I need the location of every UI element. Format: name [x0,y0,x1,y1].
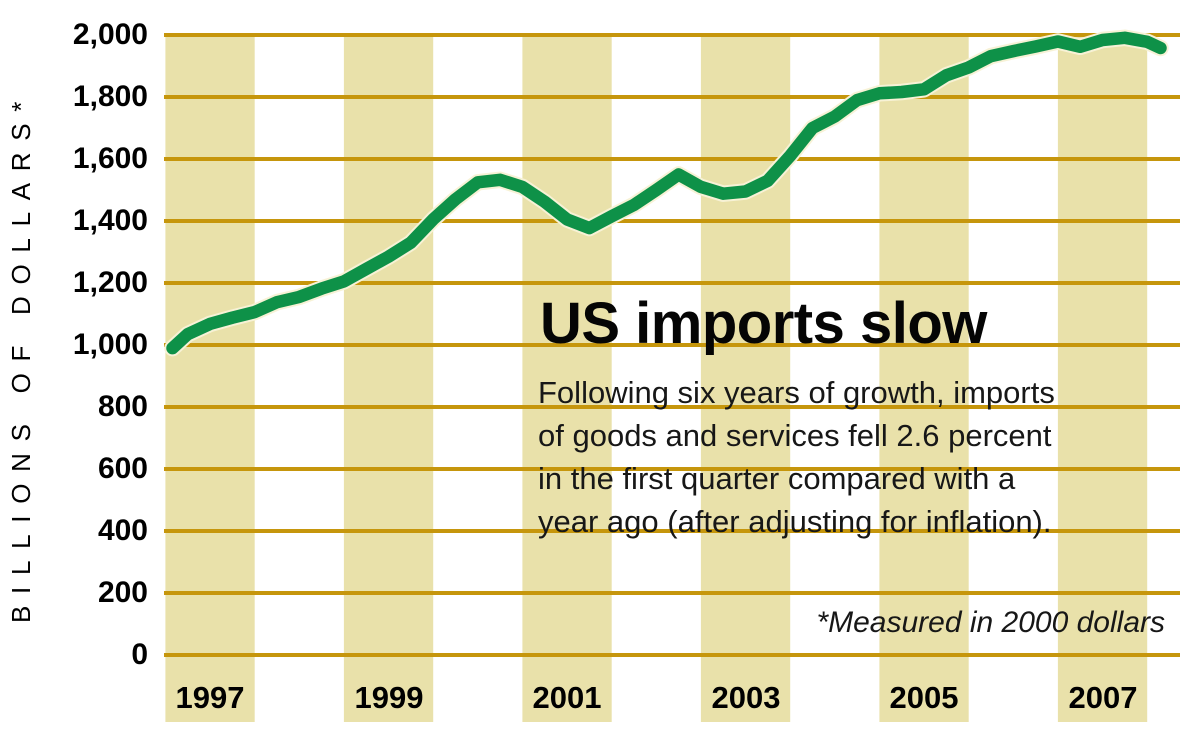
y-tick-label: 1,000 [72,328,148,361]
y-tick-label: 200 [97,576,148,609]
y-tick-label: 400 [97,514,148,547]
x-tick-label: 2003 [711,680,781,715]
year-band [522,35,612,722]
y-tick-label: 1,800 [72,80,148,113]
x-tick-label: 1999 [354,680,424,715]
description-line: Following six years of growth, imports [538,375,1055,410]
year-band [700,35,791,722]
year-band [879,35,969,722]
x-tick-label: 2001 [532,680,602,715]
description-line: in the first quarter compared with a [538,461,1016,496]
x-tick-label: 2005 [889,680,959,715]
y-tick-label: 800 [97,390,148,423]
y-tick-label: 0 [131,638,148,671]
chart-title: US imports slow [540,291,987,356]
y-tick-label: 1,600 [72,142,148,175]
chart-footnote: *Measured in 2000 dollars [816,606,1165,639]
year-band [1057,35,1148,722]
x-tick-label: 1997 [175,680,245,715]
year-band [165,35,255,722]
chart-description: Following six years of growth, imports o… [538,371,1055,543]
y-tick-label: 1,400 [72,204,148,237]
y-tick-label: 2,000 [72,18,148,51]
description-line: of goods and services fell 2.6 percent [538,418,1052,453]
y-tick-label: 600 [97,452,148,485]
imports-line [166,31,1167,355]
x-tick-label: 2007 [1068,680,1138,715]
year-band [343,35,434,722]
y-tick-label: 1,200 [72,266,148,299]
description-line: year ago (after adjusting for inflation)… [538,504,1052,539]
